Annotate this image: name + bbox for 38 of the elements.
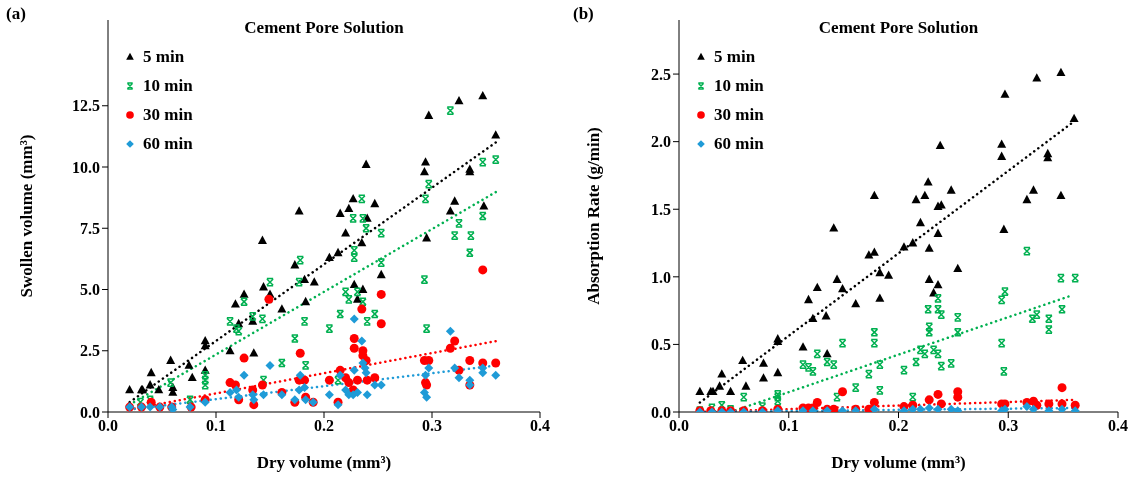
y-tick-label: 10.0 bbox=[72, 158, 100, 176]
y-axis-title: Swollen volume (mm³) bbox=[17, 134, 37, 298]
y-tick-label: 2.0 bbox=[651, 133, 671, 151]
x-axis-title: Dry volume (mm³) bbox=[831, 453, 966, 472]
chart-title: Cement Pore Solution bbox=[817, 18, 980, 38]
x-tick-label: 0.4 bbox=[530, 417, 550, 435]
legend-label: 60 min bbox=[143, 133, 193, 154]
x-tick-label: 0.1 bbox=[206, 417, 226, 435]
x-tick-label: 0.2 bbox=[314, 417, 334, 435]
x-tick-label: 0.0 bbox=[98, 417, 118, 435]
y-tick-label: 1.5 bbox=[651, 200, 671, 218]
y-tick-label: 0.5 bbox=[651, 336, 671, 354]
legend-label: 60 min bbox=[714, 133, 764, 154]
x-tick-label: 0.3 bbox=[998, 417, 1019, 435]
x-tick-label: 0.1 bbox=[778, 417, 799, 435]
text: (b) bbox=[573, 4, 594, 24]
x-tick-label: 0.4 bbox=[1108, 417, 1128, 435]
legend-label: 10 min bbox=[714, 75, 764, 96]
x-tick-label: 0.3 bbox=[422, 417, 442, 435]
y-tick-label: 5.0 bbox=[80, 281, 100, 299]
chart-title: Cement Pore Solution bbox=[243, 18, 405, 38]
text: (a) bbox=[6, 4, 26, 24]
legend-label: 30 min bbox=[714, 104, 764, 125]
y-tick-label: 2.5 bbox=[80, 342, 100, 360]
y-tick-label: 0.0 bbox=[80, 403, 100, 421]
legend-label: 5 min bbox=[714, 46, 756, 67]
x-tick-label: 0.0 bbox=[669, 417, 689, 435]
x-tick-label: 0.2 bbox=[888, 417, 909, 435]
y-tick-label: 1.0 bbox=[651, 268, 671, 286]
y-tick-label: 0.0 bbox=[651, 403, 671, 421]
y-tick-label: 7.5 bbox=[80, 219, 100, 237]
legend-label: 5 min bbox=[143, 46, 185, 67]
legend-label: 30 min bbox=[143, 104, 193, 125]
x-axis-title: Dry volume (mm³) bbox=[256, 453, 392, 472]
y-tick-label: 12.5 bbox=[72, 97, 100, 115]
y-tick-label: 2.5 bbox=[651, 65, 671, 83]
y-axis-title: Absorption Rate (g/min) bbox=[584, 127, 604, 305]
legend-label: 10 min bbox=[143, 75, 193, 96]
